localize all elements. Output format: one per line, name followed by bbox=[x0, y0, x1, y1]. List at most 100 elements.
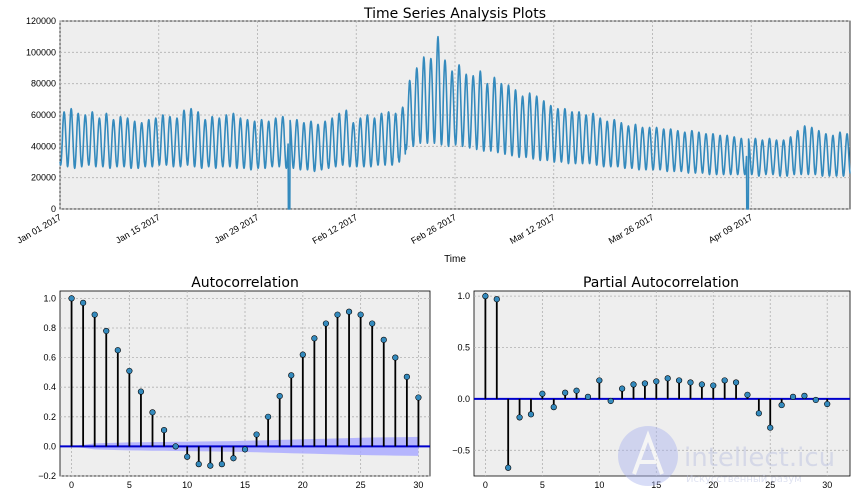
pacf-y-ticks: −0.5 0.0 0.5 1.0 bbox=[452, 291, 470, 455]
acf-stem-marker bbox=[299, 351, 306, 358]
pacf-stem-marker bbox=[516, 414, 523, 421]
acf-stem-marker bbox=[137, 388, 145, 395]
timeseries-grid bbox=[59, 20, 850, 210]
watermark-tagline: Искусственный разум bbox=[686, 474, 802, 485]
pacf-y-tick-label: −0.5 bbox=[452, 445, 470, 455]
pacf-stem-marker bbox=[744, 391, 751, 398]
acf-stem-marker bbox=[288, 372, 295, 379]
acf-stem-marker bbox=[114, 347, 121, 354]
watermark-logo-mark bbox=[632, 430, 664, 475]
acf-stem-marker bbox=[172, 443, 179, 450]
pacf-x-tick-label: 20 bbox=[708, 480, 718, 490]
timeseries-y-tick-label: 40000 bbox=[31, 141, 56, 151]
timeseries-y-ticks: 0 20000 40000 60000 80000 100000 120000 bbox=[26, 16, 56, 214]
pacf-title: Partial Autocorrelation bbox=[583, 275, 739, 291]
timeseries-y-tick-label: 20000 bbox=[31, 173, 56, 183]
pacf-stem-marker bbox=[493, 296, 500, 303]
acf-stem-marker bbox=[392, 354, 399, 361]
timeseries-x-tick-label: Feb 12 2017 bbox=[310, 212, 359, 246]
pacf-y-tick-label: 1.0 bbox=[457, 291, 470, 301]
acf-stem-marker bbox=[357, 311, 364, 318]
acf-stem-marker bbox=[334, 311, 341, 318]
acf-stem-marker bbox=[184, 453, 191, 460]
pacf-x-tick-label: 10 bbox=[594, 480, 604, 490]
pacf-stem-marker bbox=[539, 390, 546, 397]
pacf-stem-marker bbox=[607, 397, 614, 405]
timeseries-y-tick-label: 120000 bbox=[26, 16, 56, 26]
acf-stem-marker bbox=[218, 461, 225, 468]
acf-y-tick-label: 0.4 bbox=[43, 382, 56, 392]
pacf-stem-marker bbox=[619, 385, 626, 392]
pacf-stem-marker bbox=[687, 379, 694, 386]
acf-x-tick-label: 30 bbox=[413, 480, 423, 490]
pacf-x-tick-label: 15 bbox=[651, 480, 661, 490]
pacf-stem-marker bbox=[482, 293, 489, 300]
acf-stem-marker bbox=[276, 392, 283, 400]
acf-x-tick-label: 10 bbox=[182, 480, 192, 490]
pacf-x-ticks: 0 5 10 15 20 25 30 bbox=[483, 480, 832, 490]
pacf-stem-marker bbox=[641, 380, 649, 387]
acf-stems bbox=[60, 295, 430, 469]
pacf-x-tick-label: 25 bbox=[765, 480, 775, 490]
acf-y-tick-label: 0.6 bbox=[43, 353, 56, 363]
watermark-brand: intellect.icu bbox=[684, 443, 835, 473]
acf-stem-marker bbox=[195, 461, 202, 468]
timeseries-x-tick-label: Mar 12 2017 bbox=[508, 212, 557, 246]
timeseries-y-tick-label: 100000 bbox=[26, 47, 56, 57]
pacf-stem-marker bbox=[698, 381, 705, 388]
acf-stem-marker bbox=[241, 446, 249, 453]
timeseries-x-tick-label: Mar 26 2017 bbox=[607, 212, 656, 246]
timeseries-chart: 0 20000 40000 60000 80000 100000 120000 Jan 01… bbox=[15, 6, 851, 265]
acf-stem-marker bbox=[68, 295, 75, 302]
timeseries-x-tick-label: Feb 26 2017 bbox=[409, 212, 458, 246]
timeseries-x-tick-label: Jan 01 2017 bbox=[15, 212, 63, 245]
pacf-stem-marker bbox=[584, 393, 592, 400]
acf-stem-marker bbox=[207, 462, 214, 469]
timeseries-line bbox=[59, 35, 851, 210]
pacf-x-tick-label: 30 bbox=[822, 480, 832, 490]
pacf-y-tick-label: 0.5 bbox=[457, 343, 470, 353]
timeseries-y-tick-label: 0 bbox=[51, 204, 56, 214]
acf-stem-marker bbox=[322, 320, 330, 327]
acf-stem-marker bbox=[160, 427, 168, 434]
acf-stem-marker bbox=[415, 394, 422, 401]
pacf-x-tick-label: 0 bbox=[483, 480, 488, 490]
acf-x-tick-label: 5 bbox=[127, 480, 132, 490]
acf-y-tick-label: 0.0 bbox=[43, 441, 56, 451]
pacf-stem-marker bbox=[767, 424, 774, 431]
pacf-stem-marker bbox=[630, 381, 637, 388]
acf-chart: −0.2 0.0 0.2 0.4 0.6 0.8 1.0 0 5 10 15 20 25 30 Auto… bbox=[38, 275, 431, 490]
pacf-stem-marker bbox=[527, 411, 535, 418]
timeseries-x-tick-label: Jan 29 2017 bbox=[213, 212, 261, 245]
watermark: intellect.icu Искусственный разум bbox=[618, 426, 835, 486]
pacf-stem-marker bbox=[721, 377, 728, 384]
pacf-x-tick-label: 5 bbox=[540, 480, 545, 490]
timeseries-y-tick-label: 80000 bbox=[31, 79, 56, 89]
acf-stem-marker bbox=[345, 308, 353, 315]
pacf-stem-marker bbox=[755, 410, 762, 417]
acf-x-ticks: 0 5 10 15 20 25 30 bbox=[69, 480, 423, 490]
pacf-stem-marker bbox=[801, 392, 808, 399]
pacf-stem-marker bbox=[812, 396, 819, 404]
acf-x-tick-label: 20 bbox=[298, 480, 308, 490]
timeseries-xlabel: Time bbox=[444, 254, 466, 265]
acf-stem-marker bbox=[126, 367, 133, 375]
pacf-plot-area bbox=[473, 290, 851, 477]
acf-title: Autocorrelation bbox=[191, 275, 299, 291]
acf-stem-marker bbox=[403, 373, 410, 380]
timeseries-x-tick-label: Jan 15 2017 bbox=[114, 212, 162, 245]
pacf-chart: −0.5 0.0 0.5 1.0 0 5 10 15 20 25 30 Partial Autoc… bbox=[452, 275, 851, 490]
timeseries-x-tick-label: Apr 09 2017 bbox=[707, 212, 754, 245]
acf-x-tick-label: 25 bbox=[356, 480, 366, 490]
acf-y-tick-label: 1.0 bbox=[43, 293, 56, 303]
acf-stem-marker bbox=[103, 327, 110, 335]
acf-stem-marker bbox=[265, 413, 272, 420]
pacf-stem-marker bbox=[550, 404, 557, 411]
timeseries-y-tick-label: 60000 bbox=[31, 110, 56, 120]
acf-y-tick-label: 0.8 bbox=[43, 323, 56, 333]
acf-x-tick-label: 15 bbox=[240, 480, 250, 490]
acf-stem-marker bbox=[80, 299, 87, 306]
acf-stem-marker bbox=[311, 335, 318, 342]
pacf-stem-marker bbox=[732, 379, 740, 386]
